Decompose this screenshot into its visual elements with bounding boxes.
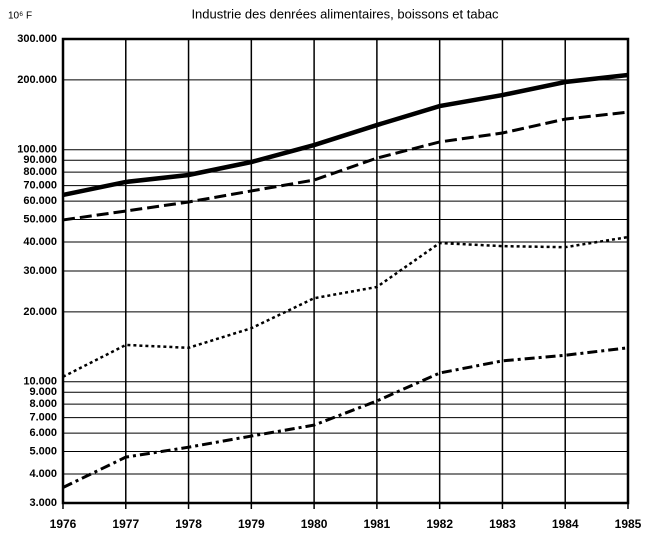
y-tick-label: 10.000	[23, 376, 57, 388]
y-tick-label: 8.000	[29, 398, 57, 410]
x-tick-label: 1978	[175, 517, 202, 531]
y-tick-label: 3.000	[29, 497, 57, 509]
y-tick-label: 40.000	[23, 236, 57, 248]
y-tick-label: 100.000	[17, 144, 57, 156]
x-tick-label: 1982	[426, 517, 453, 531]
line-series	[62, 110, 629, 222]
line-series	[62, 235, 629, 378]
y-tick-label: 6.000	[29, 427, 57, 439]
y-tick-label: 50.000	[23, 213, 57, 225]
chart-title: Industrie des denrées alimentaires, bois…	[191, 6, 499, 21]
x-tick-label: 1983	[489, 517, 516, 531]
x-tick-label: 1979	[238, 517, 265, 531]
y-tick-label: 60.000	[23, 195, 57, 207]
x-tick-label: 1985	[615, 517, 642, 531]
y-tick-label: 4.000	[29, 468, 57, 480]
x-tick-label: 1976	[50, 517, 77, 531]
y-tick-label: 20.000	[23, 306, 57, 318]
y-tick-label: 7.000	[29, 412, 57, 424]
y-tick-label: 5.000	[29, 445, 57, 457]
x-tick-label: 1981	[364, 517, 391, 531]
line-series	[62, 346, 629, 489]
x-tick-label: 1977	[112, 517, 139, 531]
y-tick-label: 9.000	[29, 386, 57, 398]
x-tick-label: 1984	[552, 517, 579, 531]
plot-frame	[61, 37, 630, 505]
y-tick-label: 30.000	[23, 265, 57, 277]
y-tick-label: 80.000	[23, 166, 57, 178]
y-tick-label: 300.000	[17, 33, 57, 45]
line-series	[62, 72, 629, 198]
y-axis-label: 10⁶ F	[8, 11, 32, 22]
y-tick-label: 90.000	[23, 154, 57, 166]
x-tick-label: 1980	[301, 517, 328, 531]
y-tick-label: 70.000	[23, 180, 57, 192]
y-tick-label: 200.000	[17, 74, 57, 86]
